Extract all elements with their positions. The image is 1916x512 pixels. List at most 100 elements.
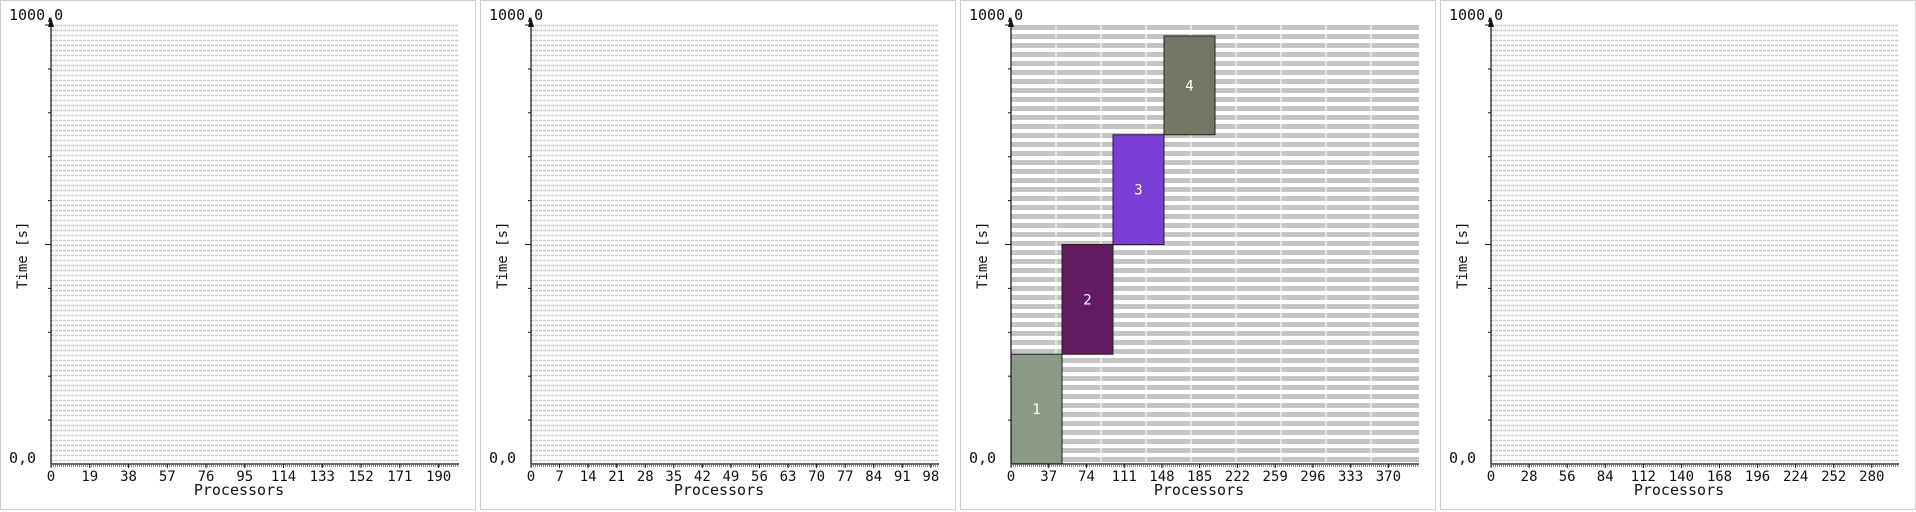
grid-band	[1011, 412, 1419, 417]
x-tick-label: 296	[1300, 469, 1325, 485]
y-max-label: 1000,0	[969, 6, 1024, 24]
chart-svg-4: 0 28 56 84 112 140 168 196 224 252 280	[1485, 17, 1899, 485]
y-max-label: 1000,0	[9, 6, 64, 24]
x-tick-label: 35	[665, 469, 682, 485]
x-tick-label: 168	[1707, 469, 1732, 485]
grid-band	[1011, 259, 1419, 264]
y-min-label: 0,0	[969, 449, 997, 467]
x-tick-label: 42	[694, 469, 711, 485]
grid-band	[1011, 394, 1419, 399]
grid-band	[1011, 331, 1419, 336]
grid-band	[1011, 151, 1419, 156]
y-axis-title: Time [s]	[975, 221, 991, 289]
grid-band	[1011, 322, 1419, 327]
grid-band	[1011, 313, 1419, 318]
x-tick-label: 84	[1597, 469, 1614, 485]
grid-band	[1011, 169, 1419, 174]
x-axis-title: Processors	[673, 481, 765, 499]
x-tick-label: 252	[1821, 469, 1846, 485]
grid-band	[1011, 430, 1419, 435]
x-axis-title: Processors	[193, 481, 285, 499]
y-axis-title: Time [s]	[1455, 221, 1471, 289]
y-axis-title: Time [s]	[495, 221, 511, 289]
grid-band	[1011, 439, 1419, 444]
x-tick-label: 333	[1338, 469, 1363, 485]
grid-band	[1011, 304, 1419, 309]
grid-band	[1011, 277, 1419, 282]
x-tick-label: 114	[271, 469, 296, 485]
job-label-2: 2	[1083, 292, 1091, 308]
grid-band	[1011, 268, 1419, 273]
grid-band	[1011, 223, 1419, 228]
job-label-1: 1	[1032, 402, 1040, 418]
x-tick-label: 0	[1487, 469, 1495, 485]
x-tick-label: 98	[922, 469, 939, 485]
x-tick-label: 190	[426, 469, 451, 485]
grid-band	[1011, 403, 1419, 408]
job-block-3	[1112, 134, 1165, 245]
grid-band	[1011, 358, 1419, 363]
grid-band	[1011, 160, 1419, 165]
x-tick-label: 148	[1149, 469, 1174, 485]
grid-band	[1011, 178, 1419, 183]
x-tick-label: 111	[1112, 469, 1137, 485]
x-tick-label: 224	[1783, 469, 1808, 485]
x-tick-label: 74	[1078, 469, 1095, 485]
grid-band	[1011, 457, 1419, 462]
x-tick-label: 259	[1263, 469, 1288, 485]
gantt-panel-4: 0 28 56 84 112 140 168 196 224 252 280 1000,0 0,0 …	[1440, 0, 1916, 510]
x-tick-label: 70	[808, 469, 825, 485]
grid-band	[1011, 187, 1419, 192]
y-axis-title: Time [s]	[15, 221, 31, 289]
x-tick-label: 95	[236, 469, 253, 485]
job-label-3: 3	[1134, 183, 1142, 199]
grid-band	[1011, 133, 1419, 138]
x-tick-label: 57	[159, 469, 176, 485]
grid-band	[1011, 214, 1419, 219]
grid-band	[1011, 349, 1419, 354]
x-tick-label: 21	[608, 469, 625, 485]
x-tick-label: 63	[780, 469, 797, 485]
x-tick-label: 0	[1007, 469, 1015, 485]
grid	[1491, 24, 1899, 462]
grid-band	[1011, 196, 1419, 201]
job-block-2	[1061, 244, 1114, 355]
x-tick-label: 0	[527, 469, 535, 485]
y-min-label: 0,0	[9, 449, 37, 467]
y-min-label: 0,0	[1449, 449, 1477, 467]
grid-band	[1011, 232, 1419, 237]
x-axis-title: Processors	[1633, 481, 1725, 499]
chart-svg-2: 0 7 14 21 28 35 42 49 56 63 70 77 84 91 98	[525, 17, 939, 485]
x-tick-label: 222	[1225, 469, 1250, 485]
x-tick-label: 140	[1669, 469, 1694, 485]
x-tick-label: 133	[310, 469, 335, 485]
x-tick-label: 28	[637, 469, 654, 485]
grid-band	[1011, 340, 1419, 345]
x-tick-label: 185	[1187, 469, 1212, 485]
gantt-panel-3: 1 2 3 4 0 37 74 111 148 185 222 259 296 333 370 1000,0…	[960, 0, 1436, 510]
x-tick-label: 37	[1040, 469, 1057, 485]
x-tick-label: 56	[1559, 469, 1576, 485]
grid	[531, 24, 939, 462]
grid-band	[1011, 448, 1419, 453]
x-tick-label: 7	[555, 469, 563, 485]
grid-band	[1011, 25, 1419, 30]
y-max-label: 1000,0	[489, 6, 544, 24]
grid-band	[1011, 205, 1419, 210]
grid-band	[1011, 241, 1419, 246]
y-min-label: 0,0	[489, 449, 517, 467]
x-tick-label: 112	[1631, 469, 1656, 485]
grid-band	[1011, 250, 1419, 255]
grid-band	[1011, 286, 1419, 291]
job-block-4	[1163, 35, 1216, 136]
x-tick-label: 56	[751, 469, 768, 485]
gantt-panel-1: 0 19 38 57 76 95 114 133 152 171 190 1000,0 0,0 Ti…	[0, 0, 476, 510]
x-tick-label: 171	[387, 469, 412, 485]
grid-band	[1011, 376, 1419, 381]
grid-band	[1011, 295, 1419, 300]
chart-svg-3: 1 2 3 4 0 37 74 111 148 185 222 259 296 333 370	[1005, 17, 1419, 485]
chart-svg-1: 0 19 38 57 76 95 114 133 152 171 190	[45, 17, 459, 485]
x-tick-label: 49	[722, 469, 739, 485]
x-tick-label: 370	[1376, 469, 1401, 485]
x-tick-label: 91	[894, 469, 911, 485]
